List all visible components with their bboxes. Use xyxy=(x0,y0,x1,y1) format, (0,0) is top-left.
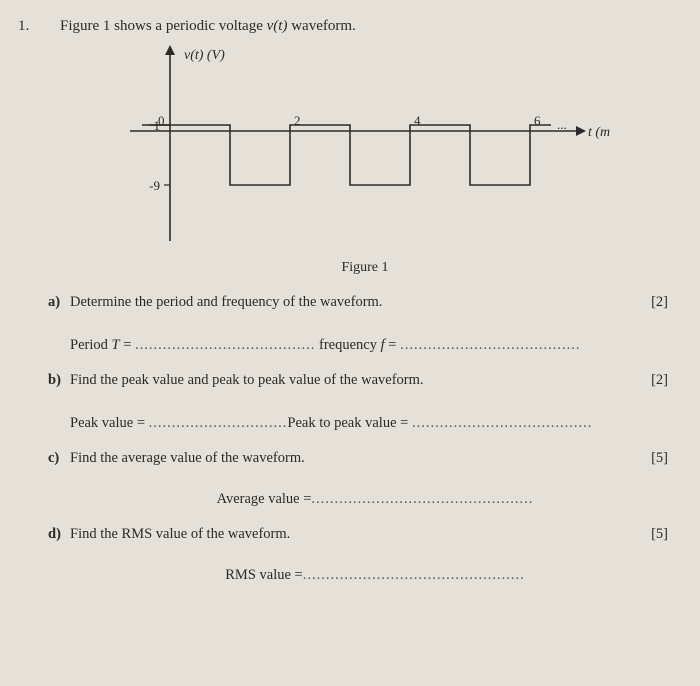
prompt-var: v(t) xyxy=(267,18,288,34)
part-b-text: Find the peak value and peak to peak val… xyxy=(70,372,424,388)
question-prompt: Figure 1 shows a periodic voltage v(t) w… xyxy=(60,18,660,35)
part-b-blanks: Peak value = ...........................… xyxy=(70,415,660,432)
svg-text:-9: -9 xyxy=(149,178,160,193)
freq-blank[interactable]: ....................................... xyxy=(400,337,580,353)
part-c-blank-row: Average value =.........................… xyxy=(90,491,660,508)
part-b-marks: [2] xyxy=(651,372,668,389)
question-number: 1. xyxy=(18,18,29,35)
part-c: c) Find the average value of the wavefor… xyxy=(70,450,660,467)
waveform-figure: v(t) (V)t (ms)1-90246... xyxy=(110,41,610,256)
peak-label: Peak value = xyxy=(70,415,149,431)
part-d-blank-row: RMS value =.............................… xyxy=(90,567,660,584)
part-b-label: b) xyxy=(48,372,61,389)
part-d-label: d) xyxy=(48,526,61,543)
part-d-text: Find the RMS value of the waveform. xyxy=(70,526,290,542)
part-c-marks: [5] xyxy=(651,450,668,467)
period-sym: T xyxy=(111,337,119,353)
part-a-blanks: Period T = .............................… xyxy=(70,337,660,354)
svg-text:...: ... xyxy=(557,117,567,132)
figure-container: v(t) (V)t (ms)1-90246... Figure 1 xyxy=(110,41,660,276)
peak-blank[interactable]: .............................. xyxy=(149,415,288,431)
part-c-text: Find the average value of the waveform. xyxy=(70,450,305,466)
period-eq: = xyxy=(120,337,135,353)
part-d: d) Find the RMS value of the waveform. [… xyxy=(70,526,660,543)
svg-text:t (ms): t (ms) xyxy=(588,125,610,140)
part-b: b) Find the peak value and peak to peak … xyxy=(70,372,660,389)
figure-caption: Figure 1 xyxy=(70,260,660,276)
rms-blank[interactable]: ........................................… xyxy=(303,567,525,583)
prompt-pre: Figure 1 shows a periodic voltage xyxy=(60,18,267,34)
part-a-marks: [2] xyxy=(651,294,668,311)
avg-label: Average value = xyxy=(217,491,312,507)
p2p-blank[interactable]: ....................................... xyxy=(412,415,592,431)
svg-text:v(t) (V): v(t) (V) xyxy=(184,48,225,63)
part-d-marks: [5] xyxy=(651,526,668,543)
period-label: Period xyxy=(70,337,111,353)
part-c-label: c) xyxy=(48,450,59,467)
part-a: a) Determine the period and frequency of… xyxy=(70,294,660,311)
period-blank[interactable]: ....................................... xyxy=(135,337,315,353)
rms-label: RMS value = xyxy=(225,567,302,583)
p2p-label: Peak to peak value = xyxy=(287,415,412,431)
worksheet-page: 1. Figure 1 shows a periodic voltage v(t… xyxy=(0,0,700,686)
freq-eq: = xyxy=(385,337,400,353)
prompt-post: waveform. xyxy=(287,18,355,34)
freq-label: frequency xyxy=(319,337,381,353)
part-a-text: Determine the period and frequency of th… xyxy=(70,294,382,310)
avg-blank[interactable]: ........................................… xyxy=(311,491,533,507)
part-a-label: a) xyxy=(48,294,60,311)
